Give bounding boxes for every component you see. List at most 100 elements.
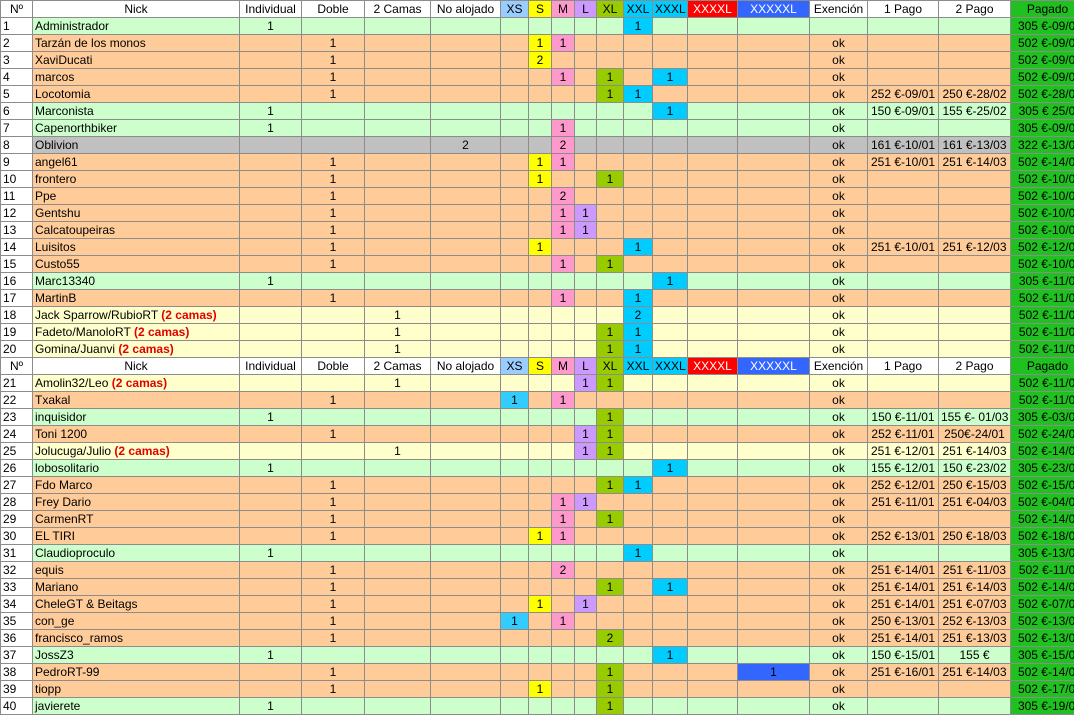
- size-m-cell[interactable]: [551, 646, 575, 664]
- size-xs-cell[interactable]: [500, 340, 529, 358]
- pago-2-cell[interactable]: 251 €-14/03: [938, 442, 1011, 460]
- size-xxxl-cell[interactable]: 1: [652, 578, 688, 596]
- size-l-cell[interactable]: [574, 187, 597, 205]
- size-m-cell[interactable]: [551, 170, 575, 188]
- pago-1-cell[interactable]: [867, 17, 939, 35]
- dos-camas-cell[interactable]: [364, 561, 431, 579]
- size-xxxl-cell[interactable]: [652, 663, 688, 681]
- size-xs-cell[interactable]: [500, 544, 529, 562]
- col-no-alojado-header[interactable]: No alojado: [430, 357, 501, 375]
- pagado-cell[interactable]: 502 €-10/01: [1010, 187, 1074, 205]
- individual-cell[interactable]: 1: [239, 697, 302, 715]
- no-alojado-cell[interactable]: [430, 680, 501, 698]
- individual-cell[interactable]: [239, 255, 302, 273]
- dos-camas-cell[interactable]: [364, 510, 431, 528]
- size-xxxxl-cell[interactable]: [687, 102, 738, 120]
- exencion-cell[interactable]: ok: [809, 153, 868, 171]
- nick-cell[interactable]: Jolucuga/Julio (2 camas): [32, 442, 240, 460]
- size-xl-cell[interactable]: [596, 612, 624, 630]
- pagado-cell[interactable]: 502 €-17/01: [1010, 680, 1074, 698]
- exencion-cell[interactable]: ok: [809, 170, 868, 188]
- size-xl-cell[interactable]: 1: [596, 408, 624, 426]
- row-number-cell[interactable]: 32: [0, 561, 33, 579]
- size-xxl-cell[interactable]: 1: [623, 340, 653, 358]
- size-xxxl-cell[interactable]: [652, 544, 688, 562]
- exencion-cell[interactable]: ok: [809, 187, 868, 205]
- individual-cell[interactable]: [239, 663, 302, 681]
- size-xxxl-cell[interactable]: [652, 629, 688, 647]
- row-number-cell[interactable]: 13: [0, 221, 33, 239]
- pago-1-cell[interactable]: [867, 204, 939, 222]
- nick-cell[interactable]: tiopp: [32, 680, 240, 698]
- size-xl-cell[interactable]: 1: [596, 425, 624, 443]
- size-m-cell[interactable]: [551, 697, 575, 715]
- size-xxl-cell[interactable]: 1: [623, 238, 653, 256]
- row-number-cell[interactable]: 22: [0, 391, 33, 409]
- size-l-cell[interactable]: [574, 119, 597, 137]
- dos-camas-cell[interactable]: [364, 238, 431, 256]
- col-number-header[interactable]: Nº: [0, 357, 33, 375]
- row-number-cell[interactable]: 20: [0, 340, 33, 358]
- nick-cell[interactable]: con_ge: [32, 612, 240, 630]
- size-s-cell[interactable]: [528, 578, 552, 596]
- pago-2-cell[interactable]: [938, 374, 1011, 392]
- doble-cell[interactable]: [301, 272, 365, 290]
- pago-1-cell[interactable]: 161 €-10/01: [867, 136, 939, 154]
- doble-cell[interactable]: [301, 340, 365, 358]
- exencion-cell[interactable]: ok: [809, 425, 868, 443]
- size-s-cell[interactable]: [528, 493, 552, 511]
- nick-cell[interactable]: Fadeto/ManoloRT (2 camas): [32, 323, 240, 341]
- size-xxxxl-cell[interactable]: [687, 459, 738, 477]
- individual-cell[interactable]: [239, 629, 302, 647]
- size-xxxl-cell[interactable]: [652, 306, 688, 324]
- row-number-cell[interactable]: 35: [0, 612, 33, 630]
- dos-camas-cell[interactable]: [364, 612, 431, 630]
- size-s-cell[interactable]: [528, 272, 552, 290]
- nick-cell[interactable]: lobosolitario: [32, 459, 240, 477]
- size-m-cell[interactable]: 1: [551, 510, 575, 528]
- size-l-cell[interactable]: [574, 510, 597, 528]
- size-l-cell[interactable]: [574, 170, 597, 188]
- pago-1-cell[interactable]: [867, 374, 939, 392]
- size-xxxl-cell[interactable]: [652, 34, 688, 52]
- nick-cell[interactable]: Txakal: [32, 391, 240, 409]
- col-nick-header[interactable]: Nick: [32, 357, 240, 375]
- size-s-cell[interactable]: [528, 391, 552, 409]
- individual-cell[interactable]: [239, 204, 302, 222]
- size-xxl-cell[interactable]: [623, 442, 653, 460]
- pago-1-cell[interactable]: 251 €-14/01: [867, 578, 939, 596]
- size-xl-cell[interactable]: [596, 544, 624, 562]
- no-alojado-cell[interactable]: [430, 646, 501, 664]
- size-xxxxxl-cell[interactable]: [737, 391, 810, 409]
- individual-cell[interactable]: [239, 612, 302, 630]
- individual-cell[interactable]: [239, 595, 302, 613]
- pago-2-cell[interactable]: 250 €-18/03: [938, 527, 1011, 545]
- size-xxl-cell[interactable]: 1: [623, 17, 653, 35]
- size-l-cell[interactable]: [574, 612, 597, 630]
- size-s-cell[interactable]: [528, 459, 552, 477]
- pago-2-cell[interactable]: 150 €-23/02: [938, 459, 1011, 477]
- row-number-cell[interactable]: 1: [0, 17, 33, 35]
- individual-cell[interactable]: [239, 340, 302, 358]
- size-m-cell[interactable]: 2: [551, 136, 575, 154]
- size-s-cell[interactable]: 1: [528, 170, 552, 188]
- dos-camas-cell[interactable]: [364, 629, 431, 647]
- pago-1-cell[interactable]: [867, 306, 939, 324]
- size-xs-cell[interactable]: 1: [500, 612, 529, 630]
- size-xs-cell[interactable]: [500, 34, 529, 52]
- size-xxxxl-cell[interactable]: [687, 255, 738, 273]
- size-xs-cell[interactable]: [500, 102, 529, 120]
- size-s-cell[interactable]: [528, 17, 552, 35]
- exencion-cell[interactable]: ok: [809, 85, 868, 103]
- pago-2-cell[interactable]: 155 €: [938, 646, 1011, 664]
- size-xxxxl-cell[interactable]: [687, 442, 738, 460]
- pago-1-cell[interactable]: [867, 544, 939, 562]
- doble-cell[interactable]: 1: [301, 153, 365, 171]
- row-number-cell[interactable]: 38: [0, 663, 33, 681]
- size-xxxxl-cell[interactable]: [687, 68, 738, 86]
- size-xs-cell[interactable]: [500, 272, 529, 290]
- size-xxl-cell[interactable]: 1: [623, 544, 653, 562]
- exencion-cell[interactable]: ok: [809, 323, 868, 341]
- doble-cell[interactable]: 1: [301, 578, 365, 596]
- size-xxxxl-cell[interactable]: [687, 561, 738, 579]
